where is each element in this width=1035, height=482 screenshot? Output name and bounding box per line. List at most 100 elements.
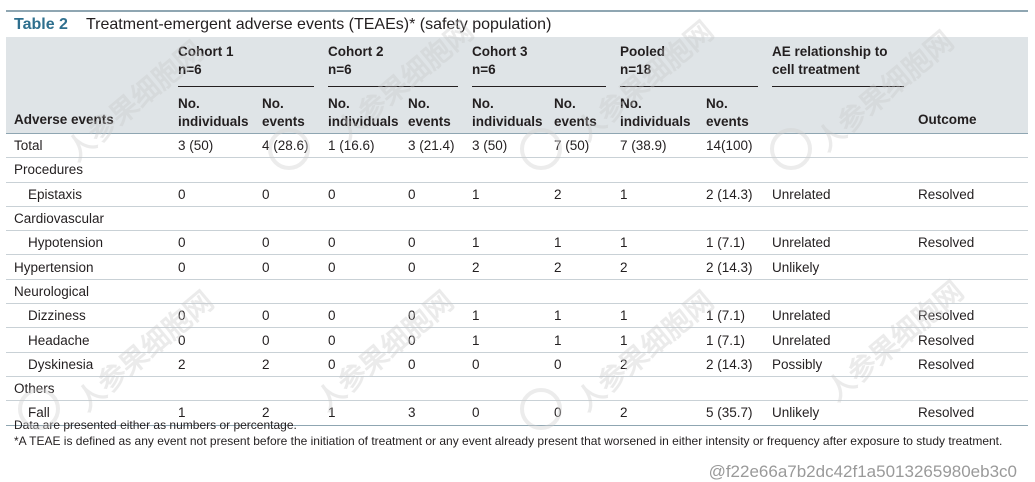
value-cell: 0 <box>262 235 270 251</box>
table-row: Dyskinesia 2 2 0 0 0 0 2 2 (14.3) Possibly Resolve… <box>6 352 1029 377</box>
table-row: Epistaxis 0 0 0 0 1 2 1 2 (14.3) Unrelated Resolve… <box>6 182 1029 207</box>
value-cell: 7 (50) <box>554 138 590 154</box>
footnote-1: Data are presented either as numbers or … <box>14 418 297 432</box>
header-cohort-3: Cohort 3 n=6 <box>464 37 612 87</box>
relationship-cell: Unrelated <box>772 332 831 348</box>
section-row: Procedures <box>6 158 1029 183</box>
header-pooled: Pooled n=18 <box>612 37 765 87</box>
value-cell: 0 <box>408 332 416 348</box>
relationship-cell: Unrelated <box>772 235 831 251</box>
value-cell: 0 <box>408 308 416 324</box>
value-cell: 1 (7.1) <box>706 235 746 251</box>
table-title: Treatment-emergent adverse events (TEAEs… <box>86 16 552 33</box>
outcome-cell: Resolved <box>918 186 975 202</box>
table-row: Headache 0 0 0 0 1 1 1 1 (7.1) Unrelated Resolved <box>6 328 1029 353</box>
section-label: Neurological <box>14 283 90 299</box>
watermark-logo-icon <box>520 128 562 170</box>
section-row: Cardiovascular <box>6 206 1029 231</box>
header-relationship-spacer <box>764 87 911 134</box>
value-cell: 0 <box>554 356 562 372</box>
value-cell: 3 (50) <box>178 138 214 154</box>
value-cell: 1 (16.6) <box>328 138 375 154</box>
cohort-name: Cohort 1 <box>178 44 234 59</box>
value-cell: 0 <box>262 308 270 324</box>
section-row: Neurological <box>6 279 1029 304</box>
value-cell: 2 <box>620 405 628 421</box>
header-events: No. events <box>546 87 612 134</box>
relationship-cell: Unlikely <box>772 259 820 275</box>
header-events: No. events <box>400 87 464 134</box>
value-cell: 1 <box>328 405 336 421</box>
event-label: Total <box>14 138 43 154</box>
value-cell: 1 (7.1) <box>706 332 746 348</box>
header-adverse-events: Adverse events <box>6 37 170 134</box>
watermark-logo-icon <box>268 128 310 170</box>
outcome-cell: Resolved <box>918 308 975 324</box>
section-label: Cardiovascular <box>14 211 105 227</box>
header-row-cohorts: Adverse events Cohort 1 n=6 Cohort 2 n=6… <box>6 37 1029 134</box>
value-cell: 2 <box>620 356 628 372</box>
value-cell: 0 <box>328 332 336 348</box>
event-label: Hypotension <box>28 235 104 251</box>
event-label: Epistaxis <box>28 186 83 202</box>
cohort-n: n=18 <box>620 62 652 77</box>
table-label: Table 2 <box>14 16 68 33</box>
header-relationship: AE relationship to cell treatment <box>764 37 911 87</box>
value-cell: 3 (21.4) <box>408 138 455 154</box>
table-row: Total 3 (50) 4 (28.6) 1 (16.6) 3 (21.4) 3 (50… <box>6 133 1029 158</box>
value-cell: 2 (14.3) <box>706 186 753 202</box>
event-label: Dyskinesia <box>28 356 94 372</box>
watermark-id: @f22e66a7b2dc42f1a5013265980eb3c0 <box>708 462 1017 481</box>
value-cell: 1 <box>620 235 628 251</box>
table-body: Total 3 (50) 4 (28.6) 1 (16.6) 3 (21.4) 3 (50… <box>6 133 1029 426</box>
value-cell: 0 <box>472 356 480 372</box>
value-cell: 3 (50) <box>472 138 508 154</box>
header-events: No. events <box>698 87 765 134</box>
header-outcome: Outcome <box>910 37 1029 134</box>
header-individuals: No. individuals <box>464 87 546 134</box>
adverse-events-table: Adverse events Cohort 1 n=6 Cohort 2 n=6… <box>6 37 1029 426</box>
event-label: Hypertension <box>14 259 94 275</box>
outcome-cell <box>910 134 1028 158</box>
header-individuals: No. individuals <box>170 87 254 134</box>
value-cell: 3 <box>408 405 416 421</box>
value-cell: 2 (14.3) <box>706 356 753 372</box>
relationship-cell: Unrelated <box>772 186 831 202</box>
value-cell: 0 <box>178 186 186 202</box>
table-row: Hypertension 0 0 0 0 2 2 2 2 (14.3) Unlikely <box>6 255 1029 280</box>
cohort-name: Cohort 2 <box>328 44 384 59</box>
value-cell: 0 <box>328 259 336 275</box>
value-cell: 1 <box>472 235 480 251</box>
value-cell: 2 <box>178 356 186 372</box>
header-individuals: No. individuals <box>612 87 698 134</box>
value-cell: 0 <box>408 186 416 202</box>
value-cell: 0 <box>178 235 186 251</box>
cohort-name: Cohort 3 <box>472 44 528 59</box>
header-individuals: No. individuals <box>320 87 400 134</box>
watermark-logo-icon <box>520 388 562 430</box>
header-cohort-1: Cohort 1 n=6 <box>170 37 320 87</box>
section-row: Others <box>6 376 1029 401</box>
table-title-bar: Table 2 Treatment-emergent adverse event… <box>6 10 1028 38</box>
relationship-cell: Unlikely <box>772 405 820 421</box>
value-cell: 1 <box>472 186 480 202</box>
value-cell: 14(100) <box>706 138 753 154</box>
cohort-n: n=6 <box>328 62 352 77</box>
section-filler <box>170 206 1028 230</box>
value-cell: 1 <box>620 308 628 324</box>
value-cell: 1 <box>472 308 480 324</box>
value-cell: 0 <box>328 356 336 372</box>
header-events: No. events <box>254 87 320 134</box>
value-cell: 1 (7.1) <box>706 308 746 324</box>
outcome-cell: Resolved <box>918 235 975 251</box>
value-cell: 1 <box>554 235 562 251</box>
watermark-logo-icon <box>770 128 812 170</box>
watermark-logo-icon <box>18 388 60 430</box>
footnotes: Data are presented either as numbers or … <box>14 417 1026 449</box>
cohort-name: Pooled <box>620 44 666 59</box>
value-cell: 0 <box>408 259 416 275</box>
value-cell: 0 <box>262 186 270 202</box>
value-cell: 0 <box>328 186 336 202</box>
event-label: Headache <box>28 332 90 348</box>
value-cell: 0 <box>408 356 416 372</box>
